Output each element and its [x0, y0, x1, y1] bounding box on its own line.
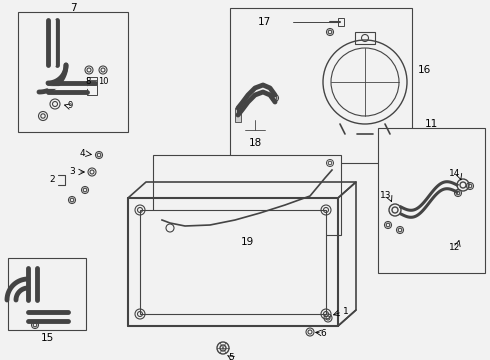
Text: 11: 11: [424, 119, 438, 129]
Text: 17: 17: [258, 17, 271, 27]
Text: 8: 8: [85, 77, 91, 85]
Text: 14: 14: [449, 168, 461, 177]
Text: 6: 6: [320, 329, 326, 338]
Text: 12: 12: [449, 243, 461, 252]
Bar: [355, 32, 375, 44]
Text: 7: 7: [70, 3, 76, 13]
Bar: [338, 18, 344, 26]
Text: 4: 4: [79, 149, 85, 158]
Text: 18: 18: [248, 138, 262, 148]
Text: 1: 1: [343, 306, 349, 315]
Bar: [235, 108, 241, 122]
Text: 15: 15: [40, 333, 53, 343]
Text: 16: 16: [418, 65, 431, 75]
Bar: [230, 8, 412, 163]
Text: 13: 13: [380, 190, 392, 199]
Bar: [378, 128, 485, 273]
Bar: [140, 210, 326, 314]
Text: 5: 5: [228, 354, 234, 360]
Bar: [87, 80, 97, 85]
Text: 19: 19: [241, 237, 254, 247]
Text: 2: 2: [49, 175, 55, 184]
Text: 9: 9: [68, 102, 73, 111]
Bar: [87, 77, 97, 95]
Bar: [8, 258, 86, 330]
Text: 3: 3: [69, 167, 75, 176]
Bar: [153, 155, 341, 235]
Bar: [18, 12, 128, 132]
Text: 10: 10: [98, 77, 108, 85]
